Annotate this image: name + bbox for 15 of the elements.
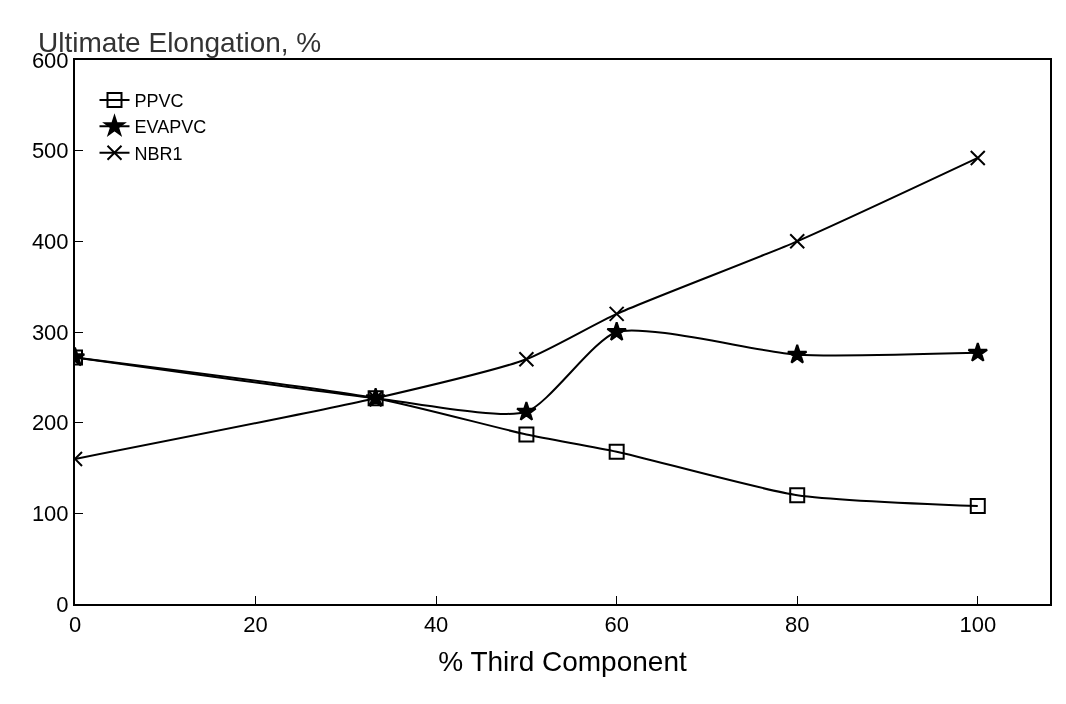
x-tick-label: 20 — [243, 612, 268, 638]
y-tick-label: 100 — [31, 501, 69, 527]
legend-label: PPVC — [134, 90, 184, 111]
x-tick-label: 40 — [423, 612, 449, 638]
legend-label: NBR1 — [134, 143, 183, 164]
y-tick-label: 400 — [31, 229, 69, 255]
x-tick-label: 100 — [959, 612, 997, 638]
y-tick-label: 0 — [56, 591, 69, 617]
legend-label: EVAPVC — [134, 117, 207, 138]
x-axis-title: % Third Component — [438, 646, 687, 677]
y-tick-label: 200 — [31, 410, 69, 436]
y-tick-label: 300 — [31, 319, 69, 345]
x-tick-label: 60 — [604, 612, 629, 638]
x-tick-label: 80 — [784, 612, 810, 638]
y-tick-label: 500 — [31, 138, 69, 164]
